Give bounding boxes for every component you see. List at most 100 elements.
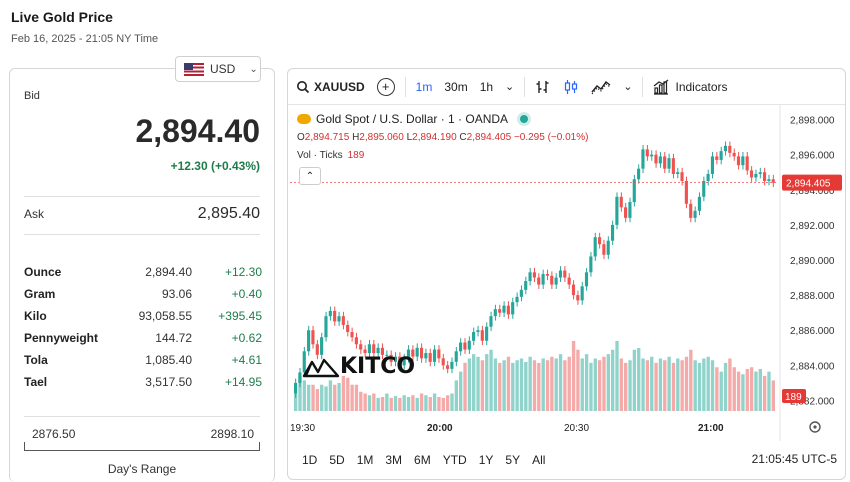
volume-bar (537, 362, 541, 411)
volume-bar (550, 356, 554, 411)
unit-price: 2,894.40 (145, 265, 192, 279)
range-1d[interactable]: 1D (302, 453, 318, 467)
unit-price: 93,058.55 (138, 309, 192, 323)
volume-bar (511, 362, 515, 411)
range-5y[interactable]: 5Y (505, 453, 521, 467)
symbol-search[interactable]: XAUUSD (288, 69, 371, 104)
close-label: C (459, 132, 467, 143)
candle-body (545, 274, 549, 276)
high-label: H (352, 132, 360, 143)
y-tick-label: 2,886.000 (790, 326, 835, 337)
range-all[interactable]: All (532, 453, 546, 467)
candle-body (684, 180, 688, 204)
us-flag-icon (184, 62, 204, 76)
candles-style-button[interactable] (557, 69, 585, 104)
chart-clock[interactable]: 21:05:45 UTC-5 (751, 452, 837, 466)
chart-type-dropdown[interactable]: ⌄ (617, 69, 638, 104)
days-range-label: Day's Range (107, 462, 177, 476)
x-tick-label: 20:00 (427, 423, 453, 434)
candle-body (749, 170, 754, 178)
candle-body (515, 296, 519, 303)
volume-bar (719, 371, 723, 411)
range-3m[interactable]: 3M (385, 453, 403, 467)
chart-toolbar: XAUUSD + 1m 30m 1h ⌄ (288, 69, 845, 105)
candle-body (706, 173, 710, 181)
unit-name: Kilo (24, 309, 47, 323)
candle-body (315, 344, 319, 355)
candle-body (459, 342, 463, 352)
currency-select[interactable]: USD ⌄ (175, 56, 261, 82)
volume-bar (584, 354, 589, 411)
candle-body (341, 316, 345, 325)
volume-bar (320, 384, 324, 411)
chevron-up-icon: ⌃ (305, 170, 315, 182)
range-1y[interactable]: 1Y (478, 453, 494, 467)
candle-body (689, 203, 693, 218)
candle-body (732, 152, 736, 157)
indicators-label: Indicators (675, 79, 728, 94)
price-chart[interactable]: 2,898.000 2,896.000 2,894.000 2,892.000 2,89… (288, 105, 846, 441)
volume-bar (363, 393, 367, 411)
interval-1h[interactable]: 1h (479, 79, 494, 94)
candle-body (467, 340, 471, 350)
candle-body (606, 240, 610, 255)
candle-body (376, 347, 380, 354)
x-tick-label: 21:00 (698, 423, 724, 434)
candle-body (372, 344, 376, 354)
candle-body (511, 302, 515, 315)
range-ytd[interactable]: YTD (442, 453, 467, 467)
area-style-button[interactable] (585, 69, 617, 104)
unit-change: +0.40 (231, 287, 262, 301)
volume-bar (689, 349, 693, 411)
volume-bar (771, 380, 775, 411)
candle-body (767, 179, 771, 181)
range-6m[interactable]: 6M (414, 453, 431, 467)
volume-bar (628, 360, 632, 411)
candle-body (419, 347, 424, 359)
bid-change: +12.30 (+0.43%) (170, 159, 260, 173)
unit-name: Pennyweight (24, 331, 99, 345)
candle-body (298, 372, 302, 383)
interval-30m[interactable]: 30m (444, 79, 468, 94)
interval-1m[interactable]: 1m (415, 79, 433, 94)
candle-body (702, 180, 706, 197)
candle-body (320, 337, 324, 355)
volume-bar (571, 341, 576, 411)
compare-button[interactable]: + (371, 69, 401, 104)
volume-bar (398, 397, 402, 411)
low-label: L (406, 132, 413, 143)
kitco-logo-text: KITCO (340, 354, 416, 379)
kitco-logo: KITCO (302, 354, 415, 379)
last-price-label: 2,894.405 (786, 179, 831, 190)
volume-bar (463, 362, 467, 411)
ask-price: 2,895.40 (197, 205, 260, 222)
volume-bar (532, 360, 537, 411)
range-1m[interactable]: 1M (356, 453, 374, 467)
candle-body (441, 358, 445, 366)
volume-bar (615, 341, 619, 411)
indicators-button[interactable]: Indicators (647, 69, 733, 104)
volume-bar (619, 358, 624, 411)
range-5d[interactable]: 5D (329, 453, 345, 467)
volume-bar (402, 395, 406, 411)
candle-body (354, 337, 358, 345)
volume-bar (432, 393, 437, 411)
candle-body (654, 154, 658, 164)
candle-body (363, 349, 367, 354)
candle-body (350, 331, 354, 338)
volume-bar (554, 358, 558, 411)
candle-body (610, 224, 615, 241)
volume-bar (485, 354, 489, 411)
close-value: 2,894.405 (466, 132, 512, 143)
candle-body (415, 347, 419, 357)
symbol-label: XAUUSD (314, 79, 365, 94)
candle-body (693, 210, 697, 218)
interval-dropdown[interactable]: ⌄ (499, 69, 520, 104)
volume-badge (782, 389, 806, 403)
volume-bar (767, 371, 771, 411)
volume-bar (736, 371, 741, 411)
bars-style-button[interactable] (529, 69, 557, 104)
collapse-legend-button[interactable]: ⌃ (299, 167, 321, 185)
area-chart-icon (591, 80, 611, 94)
ask-label: Ask (24, 207, 45, 221)
